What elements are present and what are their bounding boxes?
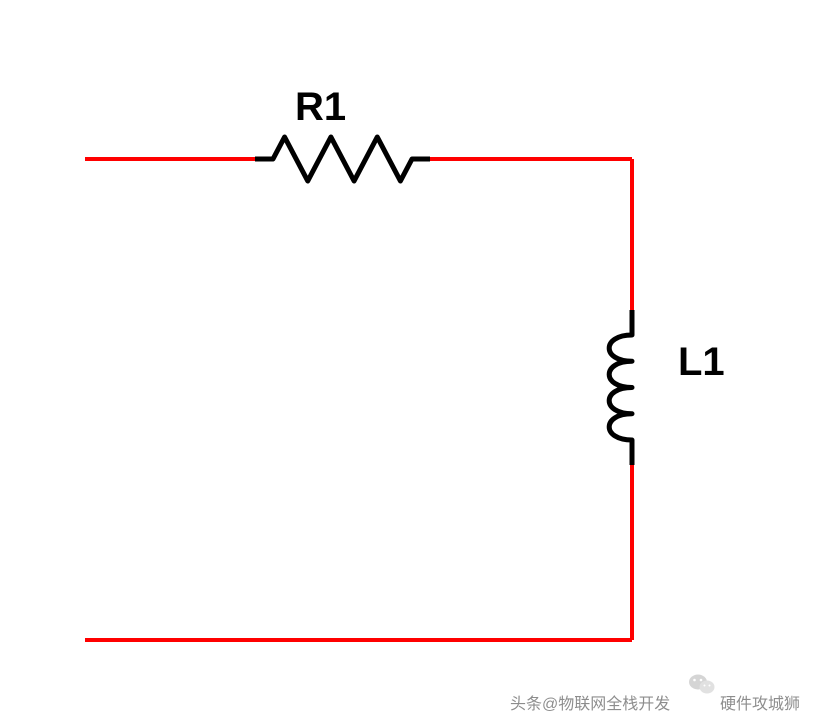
watermark-right: 硬件攻城狮	[720, 690, 800, 714]
watermark-left: 头条@物联网全栈开发	[510, 690, 670, 714]
resistor-label: R1	[295, 85, 346, 130]
watermark-wechat-icon	[688, 672, 716, 701]
circuit-diagram: R1 L1 头条@物联网全栈开发 硬件攻城狮	[0, 0, 826, 723]
inductor-label: L1	[678, 340, 725, 385]
